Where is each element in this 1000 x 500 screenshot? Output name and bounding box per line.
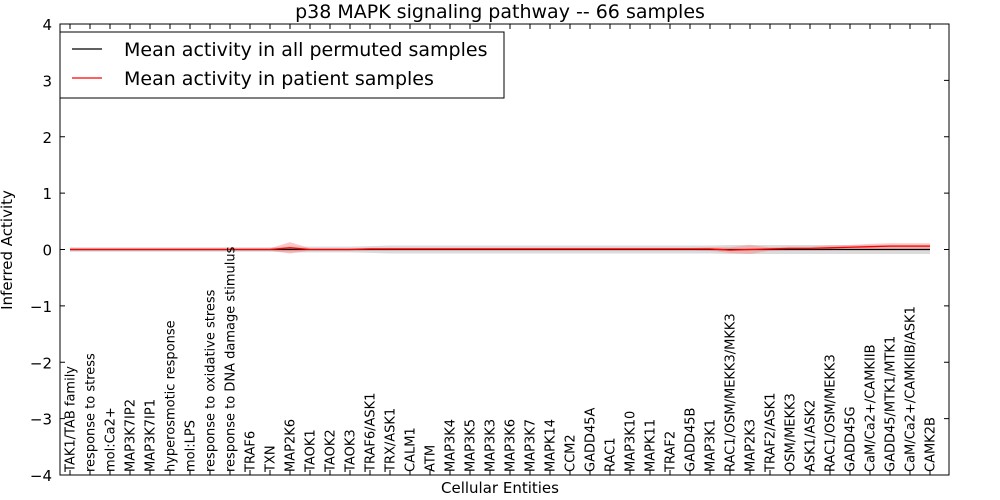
x-tick-label: MAP3K7 — [524, 419, 539, 472]
band-series-1 — [70, 242, 930, 255]
x-tick-label: TRX/ASK1 — [384, 408, 399, 473]
y-tick-label: 0 — [42, 242, 52, 260]
y-tick-label: −3 — [30, 411, 52, 429]
x-tick-label: MAP3K4 — [444, 419, 459, 472]
x-tick-label: CAMK2B — [924, 417, 939, 472]
y-axis-label: Inferred Activity — [0, 190, 16, 310]
x-tick-label: response to oxidative stress — [204, 289, 219, 472]
x-tick-label: CALM1 — [404, 427, 419, 472]
x-tick-label: MAP2K6 — [284, 419, 299, 472]
x-tick-label: ATM — [424, 445, 439, 472]
x-tick-label: hyperosmotic response — [164, 320, 179, 472]
x-tick-label: RAC1/OSM/MEKK3/MKK3 — [724, 313, 739, 472]
x-tick-label: MAP3K6 — [504, 419, 519, 472]
y-tick-label: 4 — [42, 16, 52, 34]
x-tick-label: MAP3K7IP2 — [124, 399, 139, 472]
x-tick-label: MAP3K3 — [484, 419, 499, 472]
x-tick-label: MAP2K3 — [744, 419, 759, 472]
x-tick-label: GADD45/MTK1/MTK1 — [884, 336, 899, 472]
series-lines — [70, 245, 930, 251]
x-tick-label: TRAF2 — [664, 431, 679, 473]
chart-title: p38 MAPK signaling pathway -- 66 samples — [295, 1, 705, 23]
x-tick-label: MAP3K5 — [464, 419, 479, 472]
x-tick-label: TRAF6 — [244, 431, 259, 473]
x-tick-label: TXN — [264, 445, 279, 473]
plot-frame — [59, 23, 950, 476]
x-tick-label: response to stress — [84, 353, 99, 472]
legend: Mean activity in all permuted samples Me… — [59, 31, 505, 99]
x-tick-label: CaM/Ca2+/CAMKIIB — [864, 344, 879, 472]
y-tick-label: 2 — [42, 129, 52, 147]
y-tick-label: −4 — [30, 467, 52, 485]
x-tick-label: MAP3K10 — [624, 411, 639, 472]
x-tick-label: RAC1/OSM/MEKK3 — [824, 354, 839, 472]
x-tick-label: TRAF6/ASK1 — [364, 393, 379, 473]
line-series-1 — [70, 245, 930, 251]
x-tick-label: mol:Ca2+ — [104, 407, 119, 472]
legend-box — [59, 31, 505, 99]
x-tick-label: TAOK1 — [304, 429, 319, 473]
x-tick-label: GADD45A — [584, 407, 599, 472]
x-tick-label: MAPK14 — [544, 419, 559, 472]
x-tick-label: GADD45B — [684, 408, 699, 472]
x-tick-label: ASK1/ASK2 — [804, 400, 819, 472]
x-tick-label: TAOK2 — [324, 429, 339, 473]
legend-label-patient: Mean activity in patient samples — [124, 68, 434, 90]
x-tick-label: MAP3K7IP1 — [144, 399, 159, 472]
x-tick-label: response to DNA damage stimulus — [224, 246, 239, 472]
x-tick-label: TAOK3 — [344, 429, 359, 473]
y-tick-label: −1 — [30, 298, 52, 316]
x-axis-label: Cellular Entities — [441, 479, 559, 497]
x-tick-label: GADD45G — [844, 406, 859, 472]
x-tick-label: TRAF2/ASK1 — [764, 393, 779, 473]
x-tick-label: OSM/MEKK3 — [784, 393, 799, 472]
x-tick-label: CCM2 — [564, 434, 579, 472]
x-tick-label: MAP3K1 — [704, 419, 719, 472]
x-tick-label: TAK1/TAB family — [64, 366, 79, 473]
x-tick-label: MAPK11 — [644, 419, 659, 472]
y-tick-label: 1 — [42, 185, 52, 203]
y-tick-label: 3 — [42, 72, 52, 90]
legend-label-permuted: Mean activity in all permuted samples — [124, 39, 487, 61]
x-tick-label: mol:LPS — [184, 420, 199, 472]
x-tick-label: CaM/Ca2+/CAMKIIB/ASK1 — [904, 306, 919, 472]
x-axis-ticks: TAK1/TAB family response to stress mol:Ca2… — [64, 24, 939, 475]
x-tick-label: RAC1 — [604, 437, 619, 472]
y-axis-ticks: −4 −3 −2 −1 0 1 2 3 4 — [30, 16, 949, 485]
y-tick-label: −2 — [30, 354, 52, 372]
